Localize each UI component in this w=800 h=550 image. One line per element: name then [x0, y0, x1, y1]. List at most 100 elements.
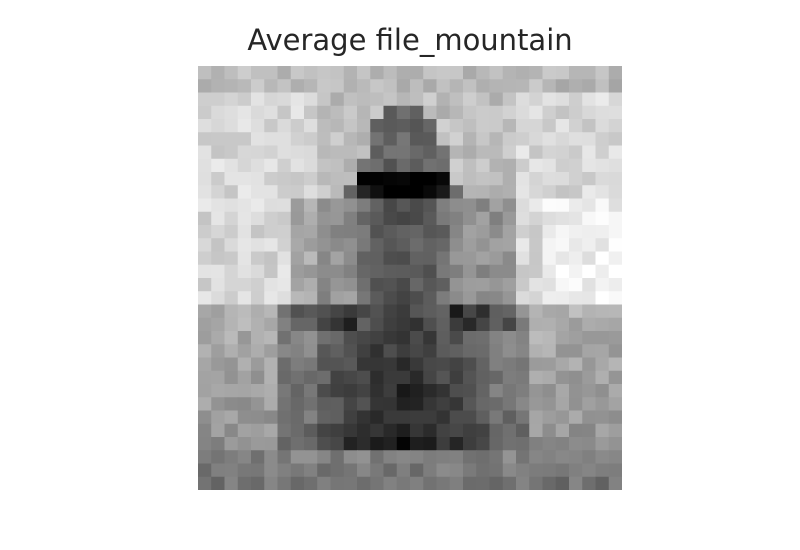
image-pixel	[224, 357, 239, 372]
image-pixel	[516, 264, 530, 279]
image-pixel	[595, 423, 610, 438]
image-pixel	[304, 291, 318, 306]
image-pixel	[211, 410, 226, 425]
image-pixel	[608, 132, 622, 147]
image-pixel	[516, 344, 530, 359]
image-pixel	[396, 317, 411, 332]
image-pixel	[410, 423, 424, 438]
image-pixel	[277, 397, 292, 412]
image-pixel	[555, 251, 570, 266]
image-pixel	[529, 397, 544, 412]
image-pixel	[529, 185, 544, 200]
image-pixel	[516, 238, 530, 253]
image-pixel	[343, 410, 358, 425]
image-pixel	[423, 331, 438, 345]
image-pixel	[463, 317, 477, 332]
image-pixel	[582, 211, 597, 226]
image-pixel	[237, 450, 252, 465]
image-pixel	[489, 105, 504, 120]
image-pixel	[489, 463, 504, 478]
image-pixel	[476, 384, 491, 398]
image-pixel	[304, 476, 318, 490]
image-pixel	[595, 476, 610, 490]
image-pixel	[251, 225, 265, 239]
image-pixel	[489, 172, 504, 186]
image-pixel	[529, 410, 544, 425]
image-pixel	[357, 251, 371, 266]
image-pixel	[449, 437, 464, 451]
image-pixel	[569, 119, 583, 133]
image-pixel	[251, 331, 265, 345]
image-pixel	[595, 145, 610, 160]
image-pixel	[237, 476, 252, 490]
image-pixel	[569, 278, 583, 292]
image-pixel	[436, 463, 451, 478]
image-pixel	[595, 437, 610, 451]
image-pixel	[237, 437, 252, 451]
image-pixel	[476, 476, 491, 490]
image-pixel	[569, 476, 583, 490]
image-pixel	[251, 92, 265, 107]
image-pixel	[449, 331, 464, 345]
image-pixel	[224, 384, 239, 398]
image-pixel	[489, 291, 504, 306]
image-pixel	[449, 397, 464, 412]
image-pixel	[317, 119, 332, 133]
image-pixel	[330, 410, 345, 425]
image-pixel	[317, 132, 332, 147]
image-pixel	[555, 463, 570, 478]
image-pixel	[449, 410, 464, 425]
image-pixel	[370, 79, 385, 94]
image-pixel	[290, 198, 305, 213]
image-pixel	[211, 211, 226, 226]
image-pixel	[542, 278, 557, 292]
image-pixel	[608, 331, 622, 345]
image-pixel	[290, 291, 305, 306]
image-pixel	[529, 437, 544, 451]
image-pixel	[608, 119, 622, 133]
image-pixel	[304, 450, 318, 465]
image-pixel	[476, 357, 491, 372]
image-pixel	[542, 410, 557, 425]
image-pixel	[211, 145, 226, 160]
image-pixel	[463, 423, 477, 438]
image-pixel	[343, 132, 358, 147]
image-pixel	[198, 79, 212, 94]
image-pixel	[396, 423, 411, 438]
image-pixel	[608, 238, 622, 253]
image-pixel	[516, 198, 530, 213]
image-pixel	[370, 370, 385, 385]
image-pixel	[383, 119, 398, 133]
image-pixel	[582, 344, 597, 359]
image-pixel	[502, 423, 517, 438]
image-pixel	[251, 384, 265, 398]
image-pixel	[237, 384, 252, 398]
image-pixel	[370, 397, 385, 412]
image-pixel	[449, 119, 464, 133]
image-pixel	[449, 278, 464, 292]
image-pixel	[516, 92, 530, 107]
image-pixel	[542, 331, 557, 345]
image-pixel	[436, 397, 451, 412]
image-pixel	[555, 331, 570, 345]
image-pixel	[251, 450, 265, 465]
image-pixel	[264, 119, 279, 133]
image-pixel	[436, 278, 451, 292]
image-pixel	[317, 66, 332, 80]
image-pixel	[357, 437, 371, 451]
image-pixel	[502, 251, 517, 266]
image-pixel	[224, 158, 239, 173]
image-pixel	[423, 92, 438, 107]
image-pixel	[290, 344, 305, 359]
image-pixel	[516, 278, 530, 292]
image-pixel	[211, 437, 226, 451]
image-pixel	[542, 264, 557, 279]
image-pixel	[449, 132, 464, 147]
image-pixel	[304, 172, 318, 186]
image-pixel	[502, 344, 517, 359]
image-pixel	[343, 291, 358, 306]
image-pixel	[410, 92, 424, 107]
image-pixel	[330, 198, 345, 213]
image-pixel	[463, 119, 477, 133]
image-pixel	[595, 291, 610, 306]
